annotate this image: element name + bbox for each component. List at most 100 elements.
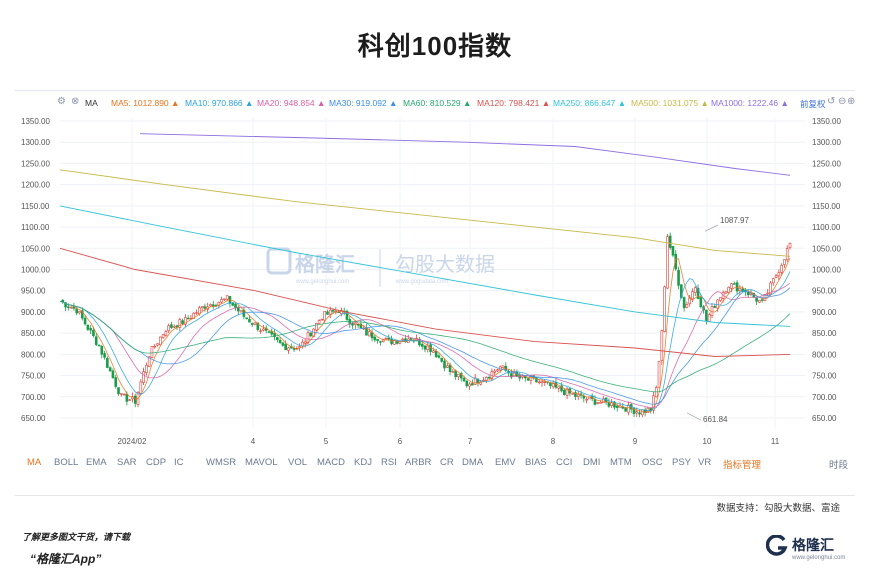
candle-body — [159, 336, 162, 346]
indicator-tab-22[interactable]: VR — [698, 457, 712, 468]
settings-icon[interactable]: ⚙ — [57, 96, 66, 107]
candle-body — [632, 408, 636, 414]
y-tick-label-right: 950.00 — [812, 287, 837, 296]
candle-body — [777, 272, 781, 277]
candle-body — [61, 299, 65, 303]
indicator-tab-3[interactable]: SAR — [117, 457, 137, 468]
candle-body — [465, 380, 469, 387]
candle-body — [181, 320, 184, 324]
y-tick-label-left: 1200.00 — [21, 181, 50, 190]
indicator-tab-17[interactable]: CCI — [556, 457, 573, 468]
indicator-tab-9[interactable]: MACD — [317, 457, 345, 468]
ma-line-ma1000 — [139, 133, 791, 176]
indicator-tab-0[interactable]: MA — [27, 457, 42, 468]
y-tick-label-left: 1100.00 — [21, 223, 50, 232]
indicator-tab-16[interactable]: BIAS — [525, 457, 547, 468]
high-annotation: 1087.97 — [720, 216, 749, 225]
indicator-tab-14[interactable]: DMA — [462, 457, 484, 468]
indicator-tab-13[interactable]: CR — [440, 457, 454, 468]
candle-body — [370, 332, 374, 339]
candle-body — [696, 288, 700, 299]
ma-toolbar: ⚙ ⊗ MA 前复权 ↺ ⊖ ⊕ MA5: 1012.890 ▲ MA10: 97… — [15, 91, 855, 113]
plus-icon[interactable]: ⊕ — [847, 96, 856, 107]
y-tick-label-right: 750.00 — [812, 372, 837, 381]
indicator-tab-2[interactable]: EMA — [86, 457, 107, 468]
candle-body — [727, 286, 731, 293]
indicator-tab-19[interactable]: MTM — [610, 457, 632, 468]
indicator-tab-6[interactable]: WMSR — [206, 457, 237, 468]
candle-body — [287, 347, 290, 351]
indicator-name[interactable]: MA — [85, 98, 98, 108]
candle-body — [267, 331, 271, 333]
indicator-tab-8[interactable]: VOL — [288, 457, 308, 468]
candle-body — [67, 306, 70, 308]
indicator-tab-11[interactable]: RSI — [381, 457, 397, 468]
indicator-tab-20[interactable]: OSC — [642, 457, 663, 468]
candle-body — [663, 286, 666, 332]
candle-body — [393, 340, 396, 345]
candle-body — [543, 381, 547, 383]
candle-body — [209, 304, 212, 307]
candle-body — [365, 327, 368, 336]
candle-body — [97, 344, 101, 347]
candle-body — [125, 393, 129, 402]
y-tick-label-left: 1150.00 — [21, 202, 50, 211]
page-title: 科创100指数 — [357, 31, 513, 61]
y-tick-label-left: 950.00 — [21, 287, 46, 296]
candle-body — [122, 393, 126, 396]
candle-body — [317, 320, 321, 324]
candle-body — [259, 330, 262, 332]
indicator-tab-21[interactable]: PSY — [672, 457, 692, 468]
high-annotation-leader — [704, 224, 719, 232]
candle-body — [607, 402, 611, 407]
ma-value-ma30: MA30: 919.092 ▲ — [329, 98, 398, 108]
candle-body — [693, 287, 697, 293]
candle-body — [565, 388, 569, 396]
candle-body — [395, 341, 399, 344]
candle-body — [278, 339, 282, 343]
candle-body — [326, 311, 329, 315]
candle-body — [108, 367, 112, 372]
close-icon[interactable]: ⊗ — [71, 96, 80, 107]
indicator-tab-4[interactable]: CDP — [146, 457, 167, 468]
candle-body — [409, 337, 413, 340]
candle-body — [774, 275, 778, 278]
y-tick-label-left: 800.00 — [21, 350, 46, 359]
adjust-label[interactable]: 前复权 — [800, 99, 826, 109]
candle-body — [340, 309, 343, 314]
indicator-tab-12[interactable]: ARBR — [405, 457, 432, 468]
x-tick-label: 6 — [398, 437, 403, 446]
x-tick-label: 4 — [251, 437, 256, 446]
divider — [15, 495, 855, 496]
candle-body — [100, 345, 104, 355]
ma-line-ma5 — [59, 257, 791, 413]
indicator-tab-23[interactable]: 指标管理 — [723, 460, 762, 471]
candle-body — [145, 365, 148, 373]
watermark-logo-text: 格隆汇 — [295, 252, 355, 276]
candle-body — [641, 409, 644, 416]
candle-body — [627, 404, 630, 413]
indicator-tab-18[interactable]: DMI — [583, 457, 601, 468]
indicator-bar: MA BOLL EMA SAR CDP IC WMSR MAVOL VOL MACD KDJ RSI A… — [0, 455, 870, 471]
undo-icon[interactable]: ↺ — [827, 96, 836, 107]
y-tick-label-right: 1100.00 — [812, 223, 841, 232]
y-tick-label-left: 750.00 — [21, 372, 46, 381]
indicator-tab-7[interactable]: MAVOL — [245, 457, 278, 468]
indicator-tab-24[interactable]: 时段 — [829, 460, 849, 471]
minus-icon[interactable]: ⊖ — [838, 96, 847, 107]
candle-body — [780, 265, 783, 273]
candle-body — [551, 383, 555, 388]
indicator-tab-1[interactable]: BOLL — [54, 457, 79, 468]
candle-body — [83, 317, 87, 325]
candle-body — [451, 371, 455, 373]
candle-body — [549, 382, 552, 387]
candle-body — [103, 353, 106, 358]
candle-body — [730, 283, 733, 289]
indicator-tab-15[interactable]: EMV — [495, 457, 516, 468]
y-tick-label-left: 1300.00 — [21, 138, 50, 147]
indicator-tab-10[interactable]: KDJ — [354, 457, 372, 468]
candle-body — [354, 322, 357, 325]
candle-body — [331, 310, 335, 312]
indicator-tab-5[interactable]: IC — [174, 457, 184, 468]
candle-body — [119, 393, 123, 395]
